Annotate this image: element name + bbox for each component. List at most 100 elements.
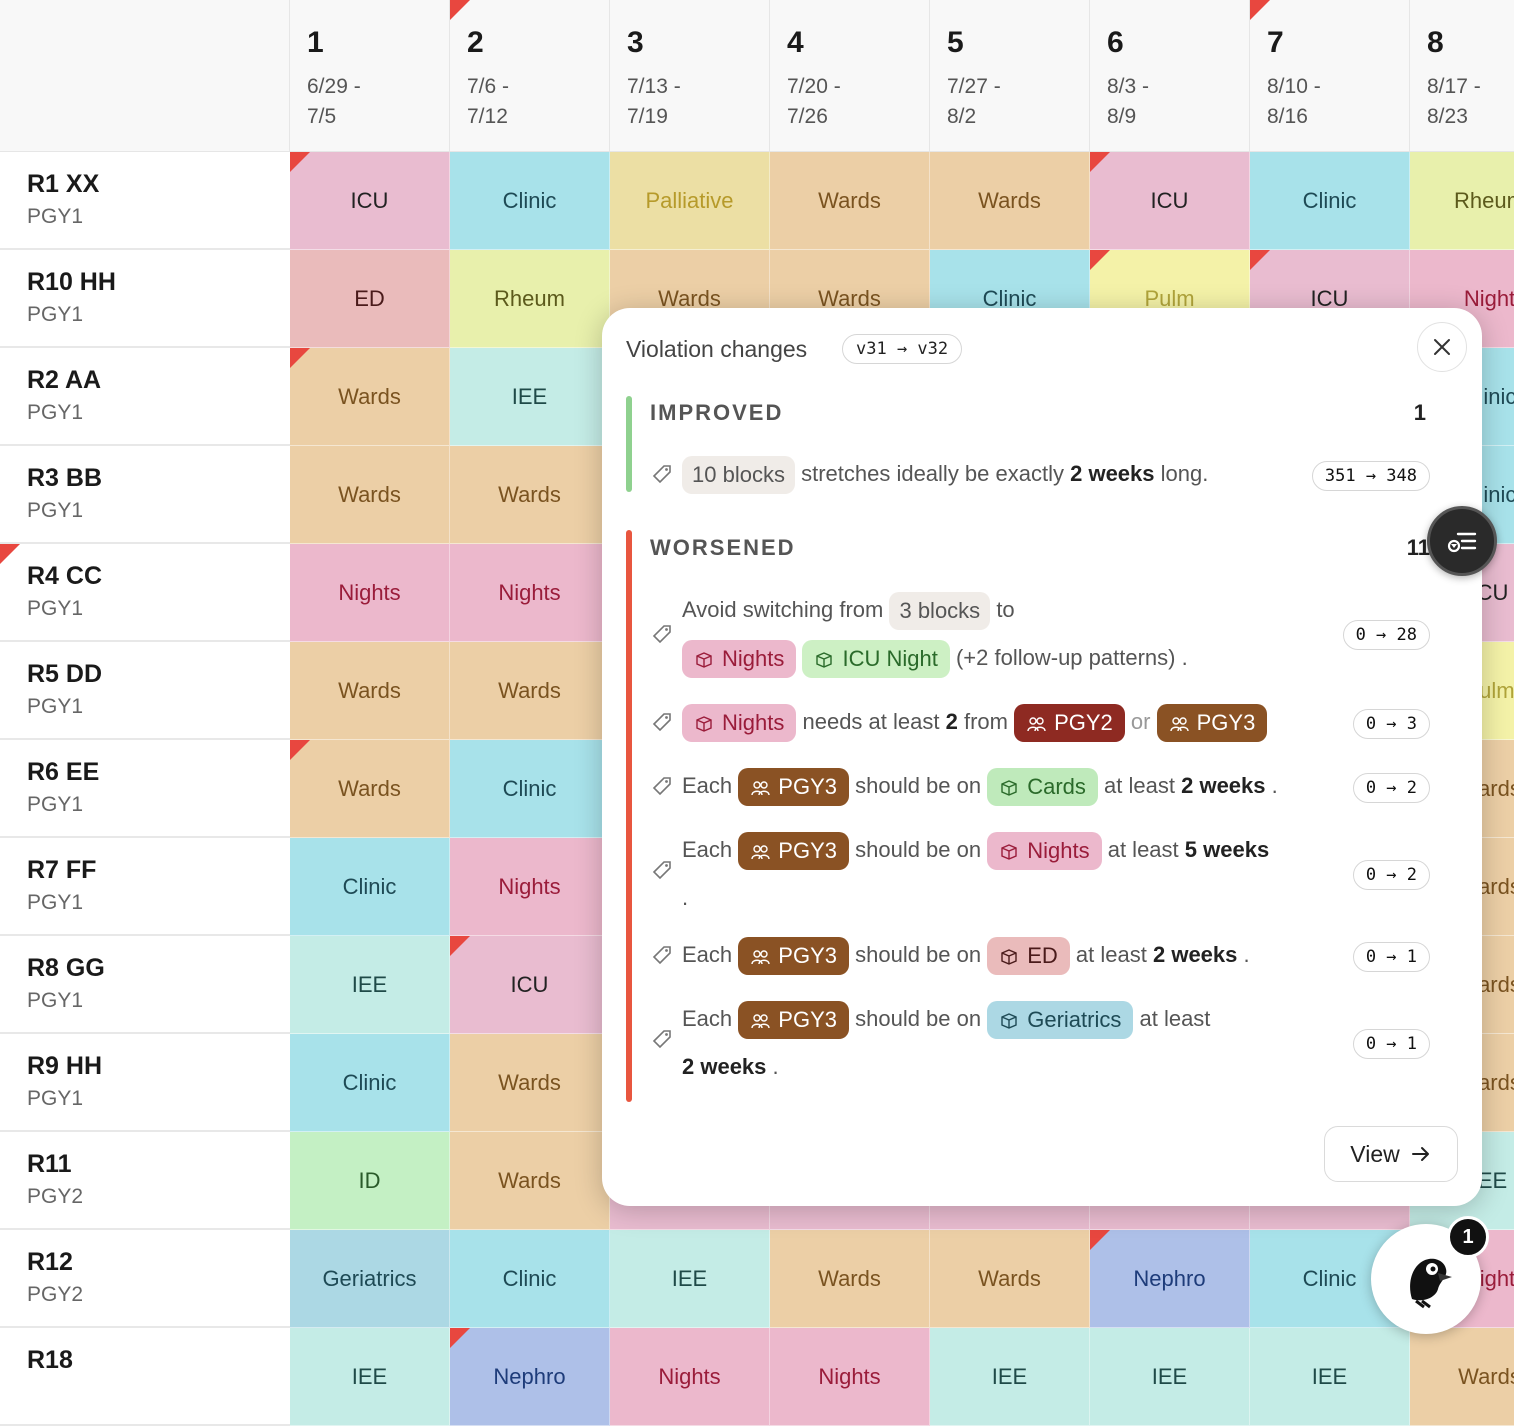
schedule-cell[interactable]: Clinic: [290, 838, 450, 936]
rotation-label: Wards: [498, 677, 561, 703]
rotation-chip-nights: Nights: [682, 640, 797, 679]
item-text: Each: [682, 837, 733, 862]
violation-item[interactable]: Each PGY3 should be on Geriatrics at lea…: [650, 995, 1430, 1091]
schedule-cell[interactable]: Wards: [290, 348, 450, 446]
resident-row-header[interactable]: R2 AA PGY1: [0, 348, 290, 446]
schedule-cell[interactable]: IEE: [450, 348, 610, 446]
group-chip-pgy3: PGY3: [1156, 704, 1268, 743]
week-dates: 8/17 - 8/23: [1427, 75, 1481, 128]
schedule-cell[interactable]: Nephro: [450, 1328, 610, 1426]
puffin-avatar-icon: [1410, 1258, 1452, 1309]
schedule-cell[interactable]: Geriatrics: [290, 1230, 450, 1328]
rotation-label: Clinic: [502, 775, 557, 801]
schedule-cell[interactable]: Wards: [450, 1132, 610, 1230]
schedule-cell[interactable]: Wards: [450, 1034, 610, 1132]
schedule-cell[interactable]: Clinic: [450, 740, 610, 838]
violation-item[interactable]: Avoid switching from 3 blocks to Nights …: [650, 586, 1430, 682]
violation-item[interactable]: Nights needs at least 2 from PGY2 or PGY…: [650, 698, 1430, 748]
item-text: at least: [1104, 773, 1175, 798]
schedule-cell[interactable]: Clinic: [1250, 152, 1410, 250]
schedule-cell[interactable]: IEE: [1250, 1328, 1410, 1426]
improved-bar: [626, 396, 632, 492]
schedule-cell[interactable]: IEE: [1090, 1328, 1250, 1426]
rotation-label: Clinic: [502, 187, 557, 213]
schedule-cell[interactable]: Wards: [290, 740, 450, 838]
resident-row-header[interactable]: R5 DD PGY1: [0, 642, 290, 740]
chip-label: PGY3: [778, 1007, 837, 1033]
violation-item[interactable]: Each PGY3 should be on Cards at least 2 …: [650, 762, 1430, 812]
version-badge: v31 → v32: [842, 334, 963, 364]
item-text: needs at least: [802, 709, 940, 734]
schedule-cell[interactable]: Rheum: [1410, 152, 1514, 250]
week-number: 2: [467, 26, 484, 59]
resident-name: R1 XX: [27, 170, 100, 198]
schedule-cell[interactable]: Rheum: [450, 250, 610, 348]
filter-toggle-button[interactable]: [1427, 506, 1497, 576]
resident-row-header[interactable]: R12 PGY2: [0, 1230, 290, 1328]
schedule-cell[interactable]: Wards: [1410, 1328, 1514, 1426]
violation-item[interactable]: 10 blocks stretches ideally be exactly 2…: [650, 450, 1430, 500]
schedule-cell[interactable]: Palliative: [610, 152, 770, 250]
schedule-cell[interactable]: Wards: [450, 642, 610, 740]
schedule-cell[interactable]: IEE: [930, 1328, 1090, 1426]
schedule-cell[interactable]: ICU: [290, 152, 450, 250]
item-text: should be on: [855, 942, 982, 967]
resident-row-header[interactable]: R11 PGY2: [0, 1132, 290, 1230]
item-text: .: [1271, 773, 1278, 798]
schedule-cell[interactable]: IEE: [290, 1328, 450, 1426]
schedule-cell[interactable]: Wards: [770, 1230, 930, 1328]
close-button[interactable]: [1417, 322, 1467, 372]
delta-badge: 0 → 28: [1342, 620, 1430, 650]
resident-row-header[interactable]: R4 CC PGY1: [0, 544, 290, 642]
schedule-cell[interactable]: Nights: [450, 838, 610, 936]
rotation-label: Wards: [818, 285, 881, 311]
resident-row-header[interactable]: R8 GG PGY1: [0, 936, 290, 1034]
resident-row-header[interactable]: R1 XX PGY1: [0, 152, 290, 250]
resident-row-header[interactable]: R10 HH PGY1: [0, 250, 290, 348]
alert-flag-icon: [450, 0, 470, 20]
week-number: 3: [627, 26, 644, 59]
resident-row-header[interactable]: R6 EE PGY1: [0, 740, 290, 838]
schedule-cell[interactable]: Wards: [930, 1230, 1090, 1328]
week-number: 6: [1107, 26, 1124, 59]
schedule-cell[interactable]: Wards: [770, 152, 930, 250]
schedule-cell[interactable]: Wards: [450, 446, 610, 544]
close-icon: [1434, 339, 1450, 355]
chip-label: ICU Night: [842, 646, 938, 672]
rotation-label: IEE: [1311, 1363, 1348, 1389]
schedule-cell[interactable]: Clinic: [450, 152, 610, 250]
violation-item[interactable]: Each PGY3 should be on ED at least 2 wee…: [650, 931, 1430, 981]
schedule-cell[interactable]: ED: [290, 250, 450, 348]
schedule-cell[interactable]: ICU: [1090, 152, 1250, 250]
item-bold: 2 weeks: [1070, 461, 1155, 486]
resident-row-header[interactable]: R7 FF PGY1: [0, 838, 290, 936]
violation-item[interactable]: Each PGY3 should be on Nights at least 5…: [650, 826, 1430, 926]
improved-count: 1: [1413, 400, 1426, 425]
resident-row-header[interactable]: R3 BB PGY1: [0, 446, 290, 544]
rotation-label: Wards: [498, 481, 561, 507]
schedule-cell[interactable]: Nights: [610, 1328, 770, 1426]
schedule-cell[interactable]: Clinic: [450, 1230, 610, 1328]
delta-badge: 351 → 348: [1311, 461, 1430, 491]
resident-row-header[interactable]: R18: [0, 1328, 290, 1426]
schedule-cell[interactable]: IEE: [610, 1230, 770, 1328]
schedule-cell[interactable]: Nights: [770, 1328, 930, 1426]
week-column-header: 4 7/20 - 7/26: [770, 0, 930, 152]
resident-pgy: PGY1: [27, 499, 84, 522]
schedule-cell[interactable]: Nights: [290, 544, 450, 642]
item-text: (+2 follow-up patterns) .: [955, 645, 1188, 670]
schedule-cell[interactable]: ICU: [450, 936, 610, 1034]
schedule-cell[interactable]: Wards: [930, 152, 1090, 250]
item-text: .: [1243, 942, 1250, 967]
schedule-cell[interactable]: Wards: [290, 446, 450, 544]
schedule-cell[interactable]: IEE: [290, 936, 450, 1034]
view-button[interactable]: View: [1324, 1126, 1458, 1182]
schedule-cell[interactable]: Wards: [290, 642, 450, 740]
schedule-cell[interactable]: Nights: [450, 544, 610, 642]
schedule-cell[interactable]: ID: [290, 1132, 450, 1230]
schedule-cell[interactable]: Nephro: [1090, 1230, 1250, 1328]
resident-row-header[interactable]: R9 HH PGY1: [0, 1034, 290, 1132]
schedule-cell[interactable]: Clinic: [290, 1034, 450, 1132]
rotation-label: IEE: [511, 383, 548, 409]
rotation-label: Wards: [338, 775, 401, 801]
